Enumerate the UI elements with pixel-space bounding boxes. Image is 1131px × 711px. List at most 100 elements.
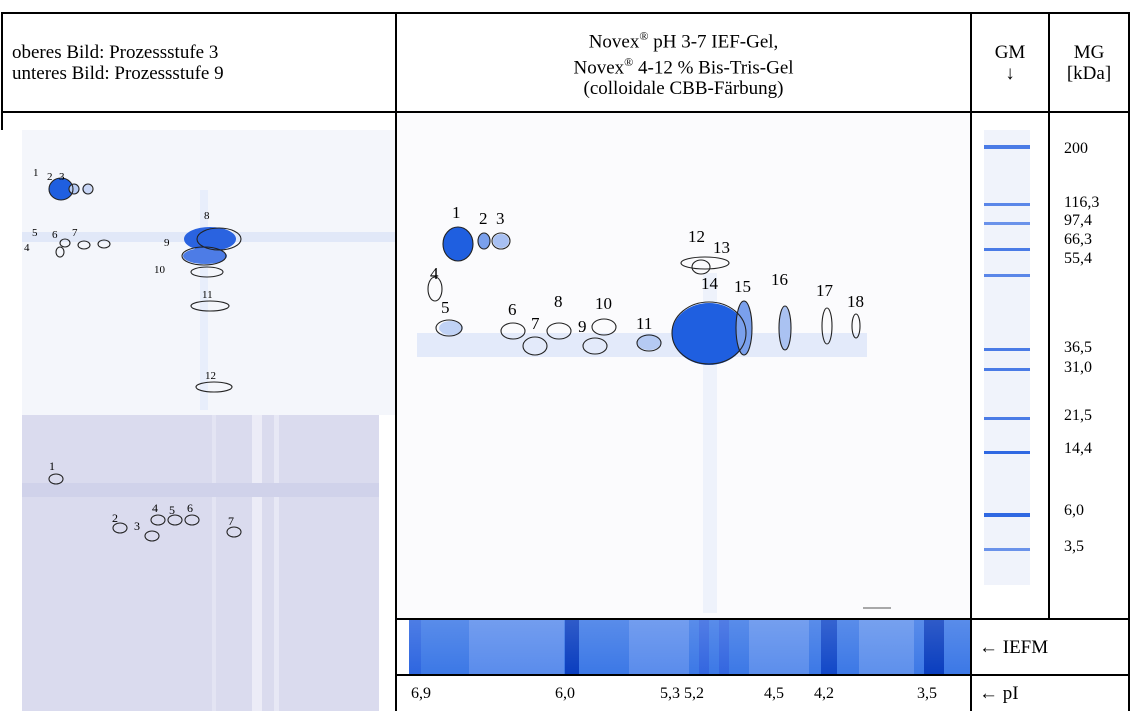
spot-outline xyxy=(821,307,833,345)
marker-band xyxy=(984,203,1030,206)
spot-label: 4 xyxy=(24,242,30,254)
center-header-line1: Novex® pH 3-7 IEF-Gel, xyxy=(588,28,779,52)
spot-outline xyxy=(671,301,747,365)
center-header-line2: Novex® 4-12 % Bis-Tris-Gel xyxy=(573,55,794,79)
membrane-streak xyxy=(252,415,262,711)
gm-label: GM xyxy=(994,41,1026,63)
left-header: oberes Bild: Prozessstufe 3 unteres Bild… xyxy=(3,14,404,111)
spot-label: 7 xyxy=(72,227,78,239)
spot-outline xyxy=(59,238,71,248)
spot-label: 17 xyxy=(816,281,833,300)
center-header: Novex® pH 3-7 IEF-Gel, Novex® 4-12 % Bis… xyxy=(397,14,970,111)
spot-outline xyxy=(181,246,227,266)
left-header-line2: unteres Bild: Prozessstufe 9 xyxy=(12,62,224,84)
spot-label: 11 xyxy=(202,289,213,301)
spot-label: 10 xyxy=(154,264,165,276)
spot-outline xyxy=(190,266,224,278)
spot-label: 2 xyxy=(479,209,488,228)
table-top-border xyxy=(1,12,1129,14)
spot-label: 5 xyxy=(169,503,175,517)
spot-label: 8 xyxy=(554,292,563,311)
spot xyxy=(183,248,227,264)
spot-label: 16 xyxy=(771,270,788,289)
membrane-streak xyxy=(274,415,279,711)
spot-outline xyxy=(144,530,160,542)
spot xyxy=(637,334,661,350)
col2-border xyxy=(970,12,972,711)
main-gel-svg xyxy=(417,226,891,613)
spot-outline xyxy=(582,337,608,355)
spot xyxy=(82,184,92,194)
gel-stage9-image: 1 2 3 4 5 6 7 xyxy=(22,415,379,711)
spot xyxy=(736,301,752,355)
spot-label: 5 xyxy=(32,227,38,239)
spot-outline xyxy=(735,300,753,356)
spot-label: 18 xyxy=(847,292,864,311)
registered-mark: ® xyxy=(624,55,634,69)
spot-label: 5 xyxy=(441,298,450,317)
spot xyxy=(779,306,791,350)
mw-label: 200 xyxy=(1064,140,1088,157)
gm-header: GM ↓ xyxy=(972,14,1048,111)
spot-outline xyxy=(427,276,443,302)
spot-label: 15 xyxy=(734,277,751,296)
mw-label: 3,5 xyxy=(1064,538,1084,555)
spot-outline xyxy=(546,322,572,340)
spot-outline xyxy=(778,305,792,351)
spot-outline xyxy=(477,232,491,250)
spot-outline xyxy=(851,313,861,339)
spot-outline xyxy=(691,259,711,275)
down-arrow-icon: ↓ xyxy=(1005,62,1015,84)
spot-outline xyxy=(195,381,233,393)
spot-outline xyxy=(82,183,94,195)
spot-label: 3 xyxy=(134,519,140,533)
spot-outline xyxy=(97,239,111,249)
pi-label: ← pI xyxy=(979,683,1019,704)
spot xyxy=(184,227,236,251)
spot-label: 4 xyxy=(152,501,158,515)
spot xyxy=(69,184,79,194)
marker-band xyxy=(984,451,1030,454)
mw-label: 14,4 xyxy=(1064,440,1092,457)
spot-outline xyxy=(591,318,617,336)
mw-label: 21,5 xyxy=(1064,407,1092,424)
iefm-label: ← IEFM xyxy=(979,637,1049,658)
col3-border xyxy=(1048,12,1050,618)
spot-label: 9 xyxy=(578,317,587,336)
marker-band xyxy=(984,368,1030,371)
spot-label: 2 xyxy=(112,511,118,525)
marker-band xyxy=(984,248,1030,251)
right-border xyxy=(1128,12,1130,711)
marker-lane-image xyxy=(984,130,1030,585)
spot-label: 1 xyxy=(33,167,39,179)
spot-outline xyxy=(500,322,526,340)
gel-stage3-svg xyxy=(22,177,395,410)
spot xyxy=(478,233,490,249)
membrane-streak xyxy=(212,415,216,711)
spot-label: 13 xyxy=(713,238,730,257)
spot-outline xyxy=(226,526,242,538)
iefm-top-border xyxy=(395,618,1129,620)
spot xyxy=(439,321,463,335)
spot xyxy=(49,178,73,200)
spot-label: 7 xyxy=(531,314,540,333)
ph-value: 6,9 xyxy=(411,685,431,702)
spot-outline xyxy=(184,514,200,526)
ph-value: 4,5 xyxy=(764,685,784,702)
spot-label: 6 xyxy=(52,229,58,241)
spot-label: 3 xyxy=(496,209,505,228)
vertical-smear xyxy=(200,190,208,410)
spot-outline xyxy=(150,514,166,526)
spot-label: 8 xyxy=(204,210,210,222)
marker-band xyxy=(984,274,1030,277)
spot-label: 4 xyxy=(430,264,439,283)
marker-band xyxy=(984,417,1030,420)
mw-label: 36,5 xyxy=(1064,339,1092,356)
ph-value: 6,0 xyxy=(555,685,575,702)
spot-label: 2 xyxy=(47,171,53,183)
ief-strip-svg xyxy=(409,620,970,674)
spot xyxy=(443,227,473,261)
col1-border xyxy=(395,12,397,711)
left-header-line1: oberes Bild: Prozessstufe 3 xyxy=(12,41,219,63)
spot-label: 1 xyxy=(49,459,55,473)
